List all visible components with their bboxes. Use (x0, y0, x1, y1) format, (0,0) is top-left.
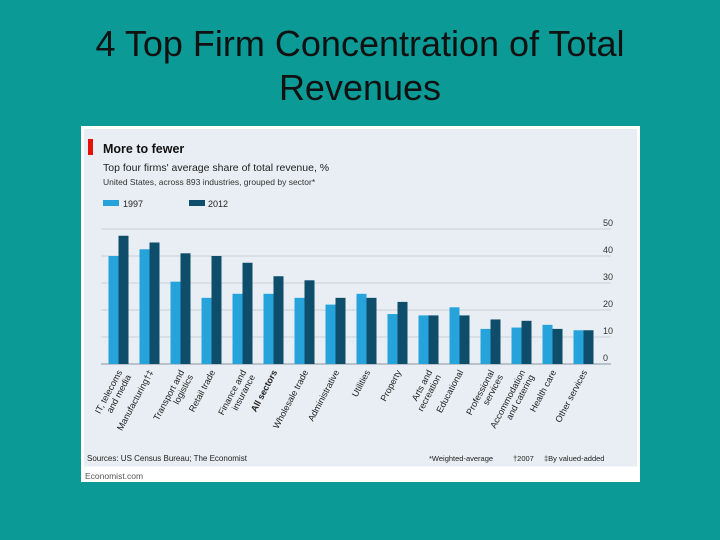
slide-title-line-1: 4 Top Firm Concentration of Total (95, 23, 625, 64)
bar-2012 (118, 235, 129, 364)
chart-subtitle-2: United States, across 893 industries, gr… (103, 177, 316, 187)
bar-1997 (170, 281, 181, 364)
legend-swatch-1997 (103, 200, 119, 206)
bar-2012 (397, 301, 408, 364)
y-axis-ticks: 0 10 20 30 40 50 (603, 218, 613, 363)
sources-text: Sources: US Census Bureau; The Economist (87, 454, 248, 463)
bar-1997 (480, 328, 491, 364)
chart-svg: More to fewer Top four firms' average sh… (84, 129, 637, 481)
bar-2012 (149, 242, 160, 364)
bar-1997 (139, 249, 150, 364)
bar-1997 (294, 297, 305, 364)
bar-2012 (335, 297, 346, 364)
bars (108, 235, 594, 364)
bar-1997 (232, 293, 243, 364)
bar-1997 (387, 314, 398, 364)
bar-2012 (521, 320, 532, 364)
bar-2012 (552, 328, 563, 364)
chart-title: More to fewer (103, 142, 184, 156)
y-tick-label: 50 (603, 218, 613, 228)
note-weighted-average: *Weighted-average (429, 454, 493, 463)
chart-subtitle: Top four firms' average share of total r… (103, 162, 329, 174)
bar-1997 (325, 304, 336, 364)
slide-title-line-2: Revenues (278, 67, 442, 108)
y-tick-label: 40 (603, 245, 613, 255)
bar-2012 (490, 319, 501, 364)
bar-1997 (108, 256, 119, 364)
legend-label-2012: 2012 (208, 199, 228, 209)
bar-1997 (356, 293, 367, 364)
y-tick-label: 30 (603, 272, 613, 282)
y-tick-label: 10 (603, 326, 613, 336)
legend-swatch-2012 (189, 200, 205, 206)
chart-figure: More to fewer Top four firms' average sh… (81, 126, 640, 482)
note-2007: †2007 (513, 454, 534, 463)
bar-2012 (583, 330, 594, 364)
note-value-added: ‡By valued-added (544, 454, 604, 463)
accent-bar (88, 139, 93, 155)
bar-2012 (273, 276, 284, 364)
y-tick-label: 0 (603, 353, 608, 363)
bar-1997 (542, 324, 553, 364)
bar-1997 (573, 330, 584, 364)
legend: 1997 2012 (103, 199, 228, 209)
bar-2012 (180, 253, 191, 364)
bar-1997 (511, 327, 522, 364)
bar-1997 (418, 315, 429, 364)
bar-1997 (263, 293, 274, 364)
bar-2012 (211, 256, 222, 364)
y-tick-label: 20 (603, 299, 613, 309)
slide-title: 4 Top Firm Concentration of Total Revenu… (0, 22, 720, 110)
bar-2012 (459, 315, 470, 364)
bar-1997 (201, 297, 212, 364)
bar-2012 (366, 297, 377, 364)
bar-2012 (304, 280, 315, 364)
bar-2012 (428, 315, 439, 364)
bar-2012 (242, 262, 253, 364)
legend-label-1997: 1997 (123, 199, 143, 209)
bar-1997 (449, 307, 460, 364)
credit-text: Economist.com (85, 471, 143, 481)
